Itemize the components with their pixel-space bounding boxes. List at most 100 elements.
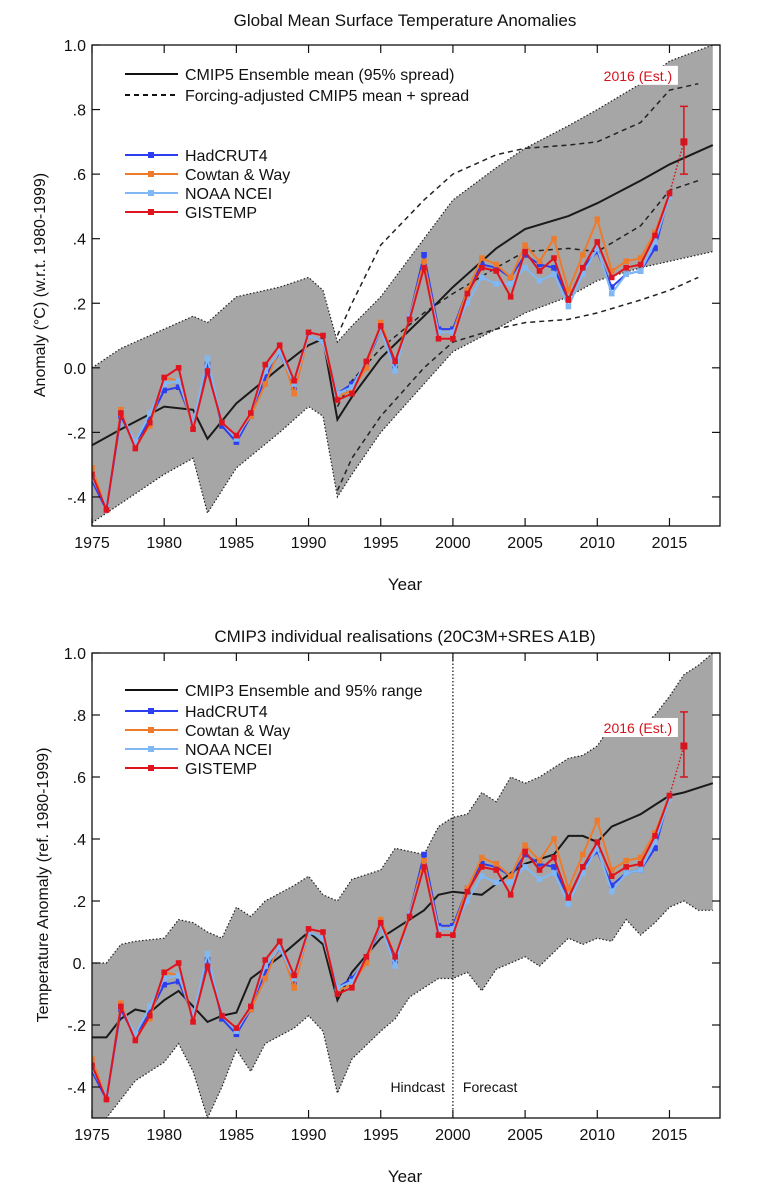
x-tick-label: 2005 [507, 1127, 543, 1144]
data-point [565, 895, 572, 901]
data-point [305, 926, 312, 932]
estimate-label: 2016 (Est.) [604, 68, 672, 84]
estimate-label-bg [597, 65, 678, 85]
x-tick-label: 2005 [507, 535, 543, 552]
data-point [349, 387, 355, 394]
chart-global-mean-surface-temperature: Global Mean Surface Temperature Anomalie… [32, 11, 721, 594]
data-point [522, 864, 528, 870]
data-point [320, 935, 326, 941]
x-tick-label: 2015 [652, 1127, 688, 1144]
data-point [204, 368, 211, 374]
legend-label: NOAA NCEI [185, 742, 272, 759]
data-point [565, 287, 572, 294]
data-point [507, 879, 514, 886]
x-tick-label: 1980 [146, 535, 182, 552]
x-tick-label: 1980 [146, 1127, 182, 1144]
y-axis-label: Anomaly (°C) (w.r.t. 1980-1999) [32, 173, 49, 397]
data-point [666, 193, 673, 200]
legend-label: GISTEMP [185, 205, 257, 222]
data-point [349, 384, 355, 390]
data-point [219, 419, 225, 426]
data-point [507, 873, 514, 879]
data-point [565, 297, 572, 303]
data-point [637, 261, 644, 268]
data-point [551, 271, 557, 278]
data-point [478, 854, 485, 861]
data-point [146, 1003, 153, 1010]
data-point [608, 882, 615, 889]
data-point [118, 406, 124, 413]
model-spread-band [92, 653, 713, 1118]
data-point [507, 892, 514, 898]
data-point [276, 342, 283, 349]
model-mean-line [92, 144, 714, 447]
data-point [219, 423, 225, 429]
data-point [478, 861, 485, 867]
data-point [392, 963, 398, 969]
data-point [262, 374, 269, 381]
data-point [349, 985, 355, 991]
y-tick-label: 0.0 [64, 361, 86, 378]
legend-label: HadCRUT4 [185, 148, 268, 165]
data-point [652, 232, 658, 239]
data-point [233, 1028, 240, 1034]
legend-marker [148, 152, 154, 158]
data-point [551, 264, 557, 271]
data-point [363, 954, 370, 960]
data-point [652, 239, 658, 245]
data-point [132, 445, 139, 452]
legend-label: Forcing-adjusted CMIP5 mean + spread [185, 88, 469, 105]
data-point [637, 268, 644, 274]
spread-upper-edge [92, 45, 714, 369]
y-tick-label: .2 [73, 894, 86, 911]
y-tick-label: .2 [73, 296, 86, 313]
data-point [608, 268, 615, 274]
data-point [464, 287, 471, 294]
data-point [522, 842, 528, 848]
data-point [435, 932, 442, 938]
data-point [580, 252, 586, 258]
data-point [175, 377, 182, 384]
data-point [551, 836, 557, 842]
data-point [377, 319, 384, 326]
data-point [363, 960, 370, 966]
y-tick-label: 0. [73, 956, 86, 973]
data-point [161, 387, 167, 394]
x-tick-label: 1975 [74, 1127, 110, 1144]
data-point [551, 255, 557, 261]
data-point [262, 963, 269, 969]
data-point [262, 368, 269, 374]
y-tick-label: -.4 [67, 490, 86, 507]
data-point [291, 972, 297, 979]
data-point [450, 326, 456, 332]
y-tick-label: .8 [73, 103, 86, 120]
data-point [435, 329, 442, 336]
data-point [406, 316, 413, 323]
data-point [580, 271, 586, 278]
data-point [536, 857, 543, 864]
data-point [291, 978, 297, 985]
data-point [132, 442, 139, 449]
x-tick-label: 1995 [363, 1127, 399, 1144]
data-point [233, 436, 240, 442]
data-point [608, 274, 615, 281]
data-point [421, 252, 427, 258]
data-point [637, 867, 644, 873]
data-point [478, 261, 485, 268]
data-point [233, 1031, 240, 1038]
data-point [248, 410, 254, 416]
data-point [248, 1006, 254, 1013]
data-point [190, 1019, 196, 1025]
data-point [637, 861, 644, 867]
data-point [450, 329, 456, 336]
legend: CMIP5 Ensemble mean (95% spread) Forcing-… [125, 67, 469, 222]
data-point [450, 923, 456, 929]
data-point [291, 377, 297, 384]
data-point [392, 954, 398, 960]
legend-label: CMIP3 Ensemble and 95% range [185, 683, 423, 700]
data-point [421, 851, 427, 858]
data-point [377, 916, 384, 923]
data-point [291, 384, 297, 390]
data-point [118, 1003, 124, 1010]
legend-marker [148, 727, 154, 733]
